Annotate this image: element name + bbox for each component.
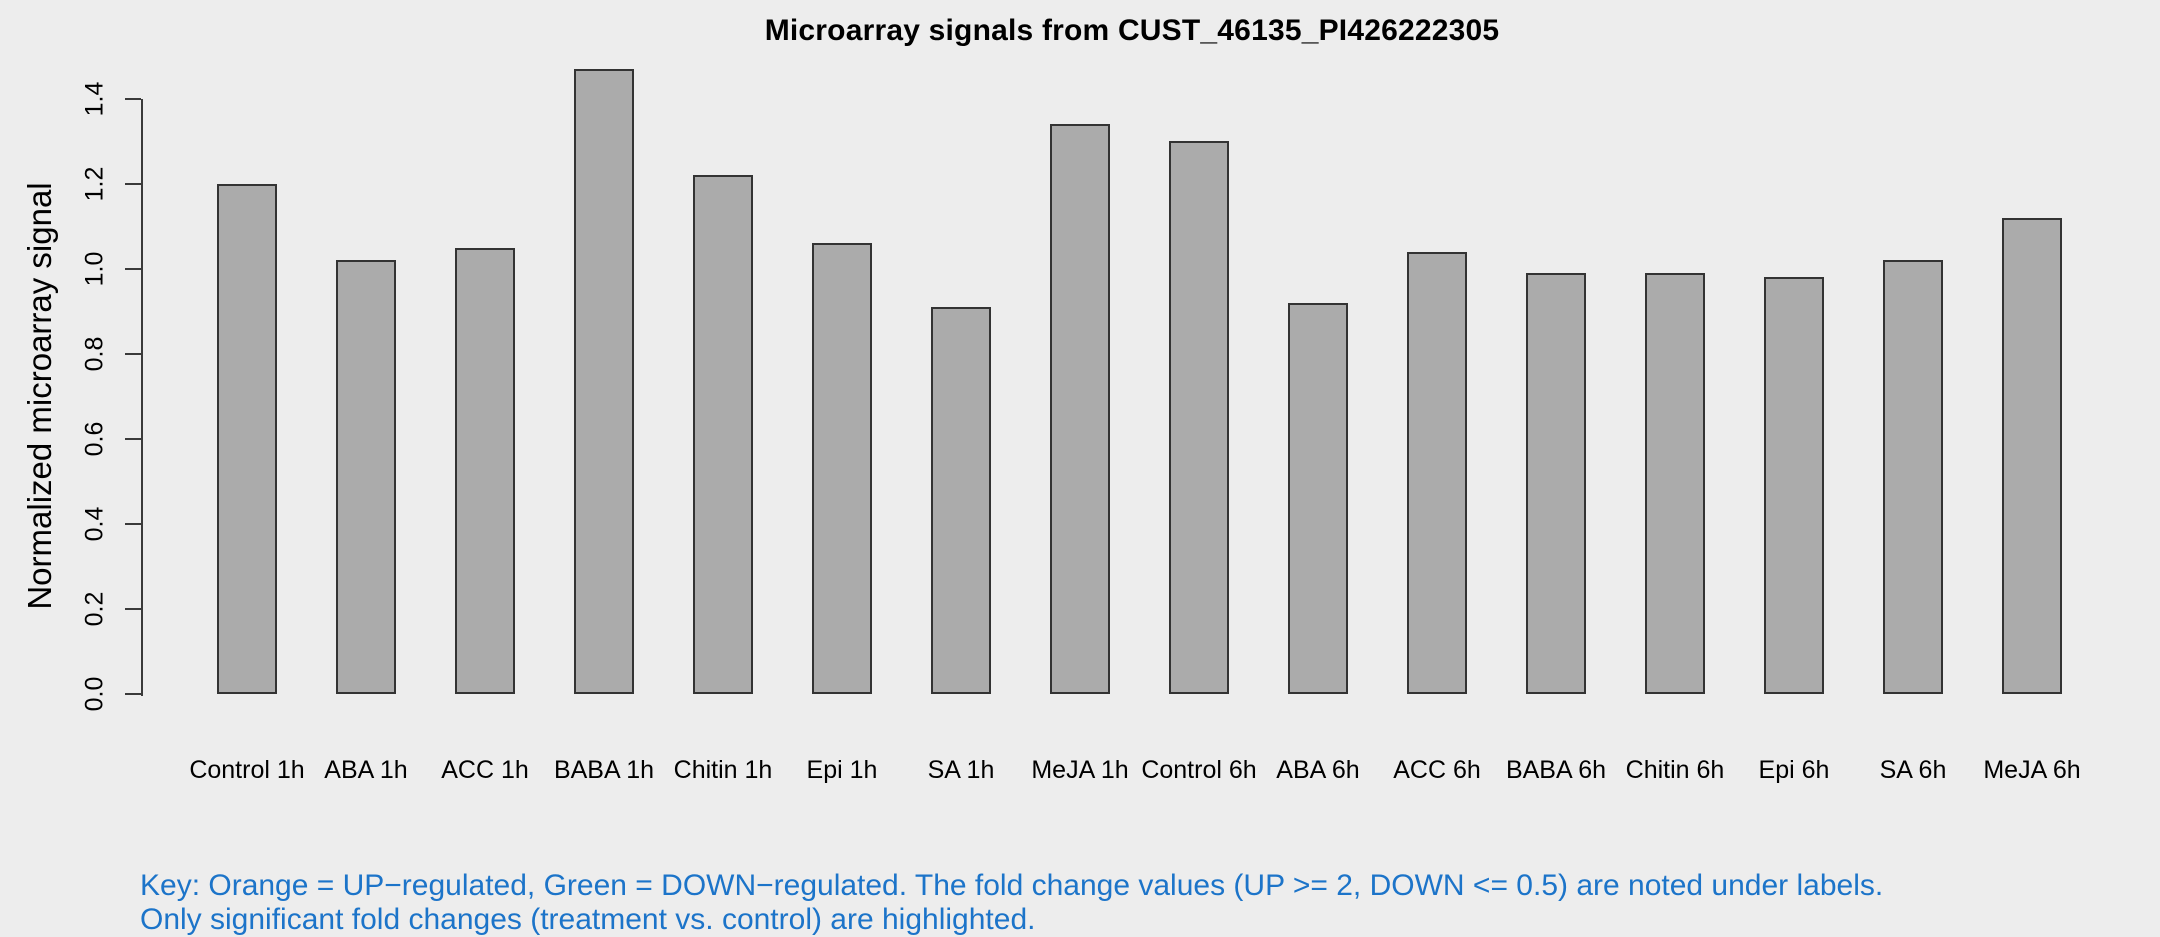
x-tick-label: MeJA 1h: [1031, 756, 1129, 784]
y-tick-label: 0.8: [80, 336, 109, 372]
bar-sa-6h: [1883, 260, 1943, 694]
y-tick-label: 0.4: [80, 506, 109, 542]
bar-baba-1h: [574, 69, 634, 694]
bar-control-6h: [1169, 141, 1229, 694]
y-tick-label: 1.4: [80, 81, 109, 117]
x-tick-label: Control 6h: [1141, 756, 1257, 784]
x-tick-label: ABA 1h: [324, 756, 408, 784]
y-tick-label: 0.2: [80, 591, 109, 627]
x-tick-label: ABA 6h: [1276, 756, 1360, 784]
y-tick-mark: [125, 98, 141, 100]
bar-acc-6h: [1407, 252, 1467, 694]
x-tick-label: ACC 1h: [441, 756, 529, 784]
y-tick-mark: [125, 608, 141, 610]
x-tick-label: Control 1h: [189, 756, 305, 784]
key-note: Key: Orange = UP−regulated, Green = DOWN…: [140, 869, 1883, 937]
bar-meja-6h: [2002, 218, 2062, 694]
x-tick-label: Epi 1h: [806, 756, 878, 784]
y-tick-mark: [125, 693, 141, 695]
y-tick-label: 0.0: [80, 676, 109, 712]
y-axis-title: Normalized microarray signal: [21, 182, 58, 610]
x-tick-label: Chitin 1h: [673, 756, 773, 784]
chart-title: Microarray signals from CUST_46135_PI426…: [764, 14, 1500, 47]
bar-meja-1h: [1050, 124, 1110, 694]
x-tick-label: BABA 1h: [553, 756, 655, 784]
bar-epi-1h: [812, 243, 872, 694]
y-tick-mark: [125, 268, 141, 270]
y-tick-mark: [125, 183, 141, 185]
y-tick-mark: [125, 353, 141, 355]
y-tick-label: 1.0: [80, 251, 109, 287]
x-tick-label: SA 6h: [1879, 756, 1947, 784]
bar-epi-6h: [1764, 277, 1824, 694]
x-tick-label: BABA 6h: [1505, 756, 1607, 784]
x-tick-label: Epi 6h: [1758, 756, 1830, 784]
y-tick-label: 1.2: [80, 166, 109, 202]
bar-baba-6h: [1526, 273, 1586, 694]
bar-chitin-6h: [1645, 273, 1705, 694]
bar-control-1h: [217, 184, 277, 694]
key-note-line1: Key: Orange = UP−regulated, Green = DOWN…: [140, 869, 1884, 902]
x-tick-label: SA 1h: [927, 756, 995, 784]
key-note-line2: Only significant fold changes (treatment…: [140, 903, 1036, 936]
bar-aba-6h: [1288, 303, 1348, 694]
bar-acc-1h: [455, 248, 515, 694]
y-axis-line: [141, 99, 143, 696]
y-tick-mark: [125, 438, 141, 440]
bar-chitin-1h: [693, 175, 753, 694]
y-tick-mark: [125, 523, 141, 525]
x-tick-label: Chitin 6h: [1625, 756, 1725, 784]
y-tick-label: 0.6: [80, 421, 109, 457]
x-tick-label: ACC 6h: [1393, 756, 1481, 784]
bar-aba-1h: [336, 260, 396, 694]
bar-sa-1h: [931, 307, 991, 694]
x-tick-label: MeJA 6h: [1983, 756, 2081, 784]
